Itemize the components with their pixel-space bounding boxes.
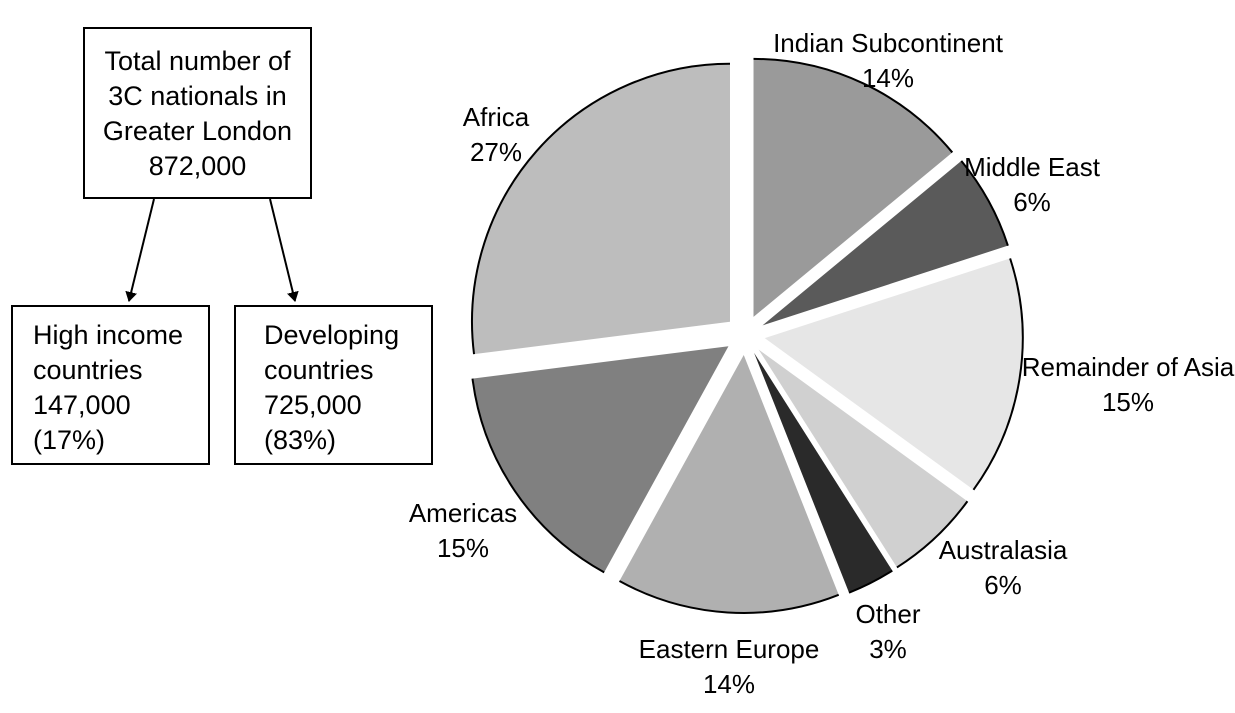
pie-slice-other bbox=[754, 352, 893, 593]
pie-slice-australasia bbox=[758, 349, 968, 568]
pie-percent-australasia: 6% bbox=[984, 570, 1022, 600]
developing-line-2: countries bbox=[264, 355, 374, 385]
pie-slice-edge-eastern-europe bbox=[618, 580, 840, 614]
pie-percent-indian-subcontinent: 14% bbox=[862, 63, 914, 93]
developing-countries-box: Developing countries 725,000 (83%) bbox=[234, 305, 433, 465]
pie-slice-edge-remainder-of-asia bbox=[972, 258, 1024, 491]
pie-slice-edge-americas bbox=[471, 378, 605, 574]
pie-percent-other: 3% bbox=[869, 634, 907, 664]
pie-label-indian-subcontinent: Indian Subcontinent bbox=[773, 28, 1004, 58]
pie-percent-africa: 27% bbox=[470, 137, 522, 167]
pie-slice-indian-subcontinent bbox=[753, 58, 953, 317]
pie-slice-remainder-of-asia bbox=[764, 258, 1023, 490]
pie-label-eastern-europe: Eastern Europe bbox=[639, 634, 820, 664]
arrow-to-developing bbox=[269, 198, 299, 302]
pie-slice-edge-middle-east bbox=[960, 160, 1009, 246]
pie-label-australasia: Australasia bbox=[939, 535, 1068, 565]
pie-percent-remainder-of-asia: 15% bbox=[1102, 387, 1154, 417]
pie-label-other: Other bbox=[855, 599, 920, 629]
pie-percent-eastern-europe: 14% bbox=[703, 669, 755, 699]
total-box-value: 872,000 bbox=[148, 151, 247, 181]
pie-slice-middle-east bbox=[762, 160, 1008, 326]
pie-label-americas: Americas bbox=[409, 498, 517, 528]
high-income-line-1: High income bbox=[33, 320, 184, 350]
total-box-line-2: 3C nationals in bbox=[108, 81, 287, 111]
pie-slice-edge-indian-subcontinent bbox=[753, 57, 954, 154]
pie-slice-americas bbox=[472, 346, 729, 573]
pie-slice-edge-australasia bbox=[896, 500, 969, 569]
developing-line-1: Developing bbox=[264, 320, 400, 350]
total-box-line-3: Greater London bbox=[102, 116, 293, 146]
arrow-to-high-income bbox=[125, 198, 155, 302]
total-3c-nationals-box: Total number of 3C nationals in Greater … bbox=[83, 27, 312, 199]
developing-value: 725,000 bbox=[264, 390, 362, 420]
high-income-value: 147,000 bbox=[33, 390, 131, 420]
high-income-countries-box: High income countries 147,000 (17%) bbox=[11, 305, 210, 465]
high-income-percent: (17%) bbox=[33, 425, 106, 455]
high-income-line-2: countries bbox=[33, 355, 143, 385]
pie-slice-africa bbox=[471, 63, 730, 355]
pie-label-remainder-of-asia: Remainder of Asia bbox=[1022, 352, 1235, 382]
pie-label-africa: Africa bbox=[463, 102, 530, 132]
pie-slice-eastern-europe bbox=[619, 354, 839, 613]
pie-percent-middle-east: 6% bbox=[1013, 187, 1051, 217]
developing-percent: (83%) bbox=[264, 425, 337, 455]
total-box-line-1: Total number of bbox=[104, 46, 291, 76]
pie-percent-americas: 15% bbox=[437, 533, 489, 563]
pie-slice-edge-africa bbox=[471, 62, 730, 355]
pie-slice-edge-other bbox=[848, 569, 893, 594]
pie-label-middle-east: Middle East bbox=[964, 152, 1101, 182]
